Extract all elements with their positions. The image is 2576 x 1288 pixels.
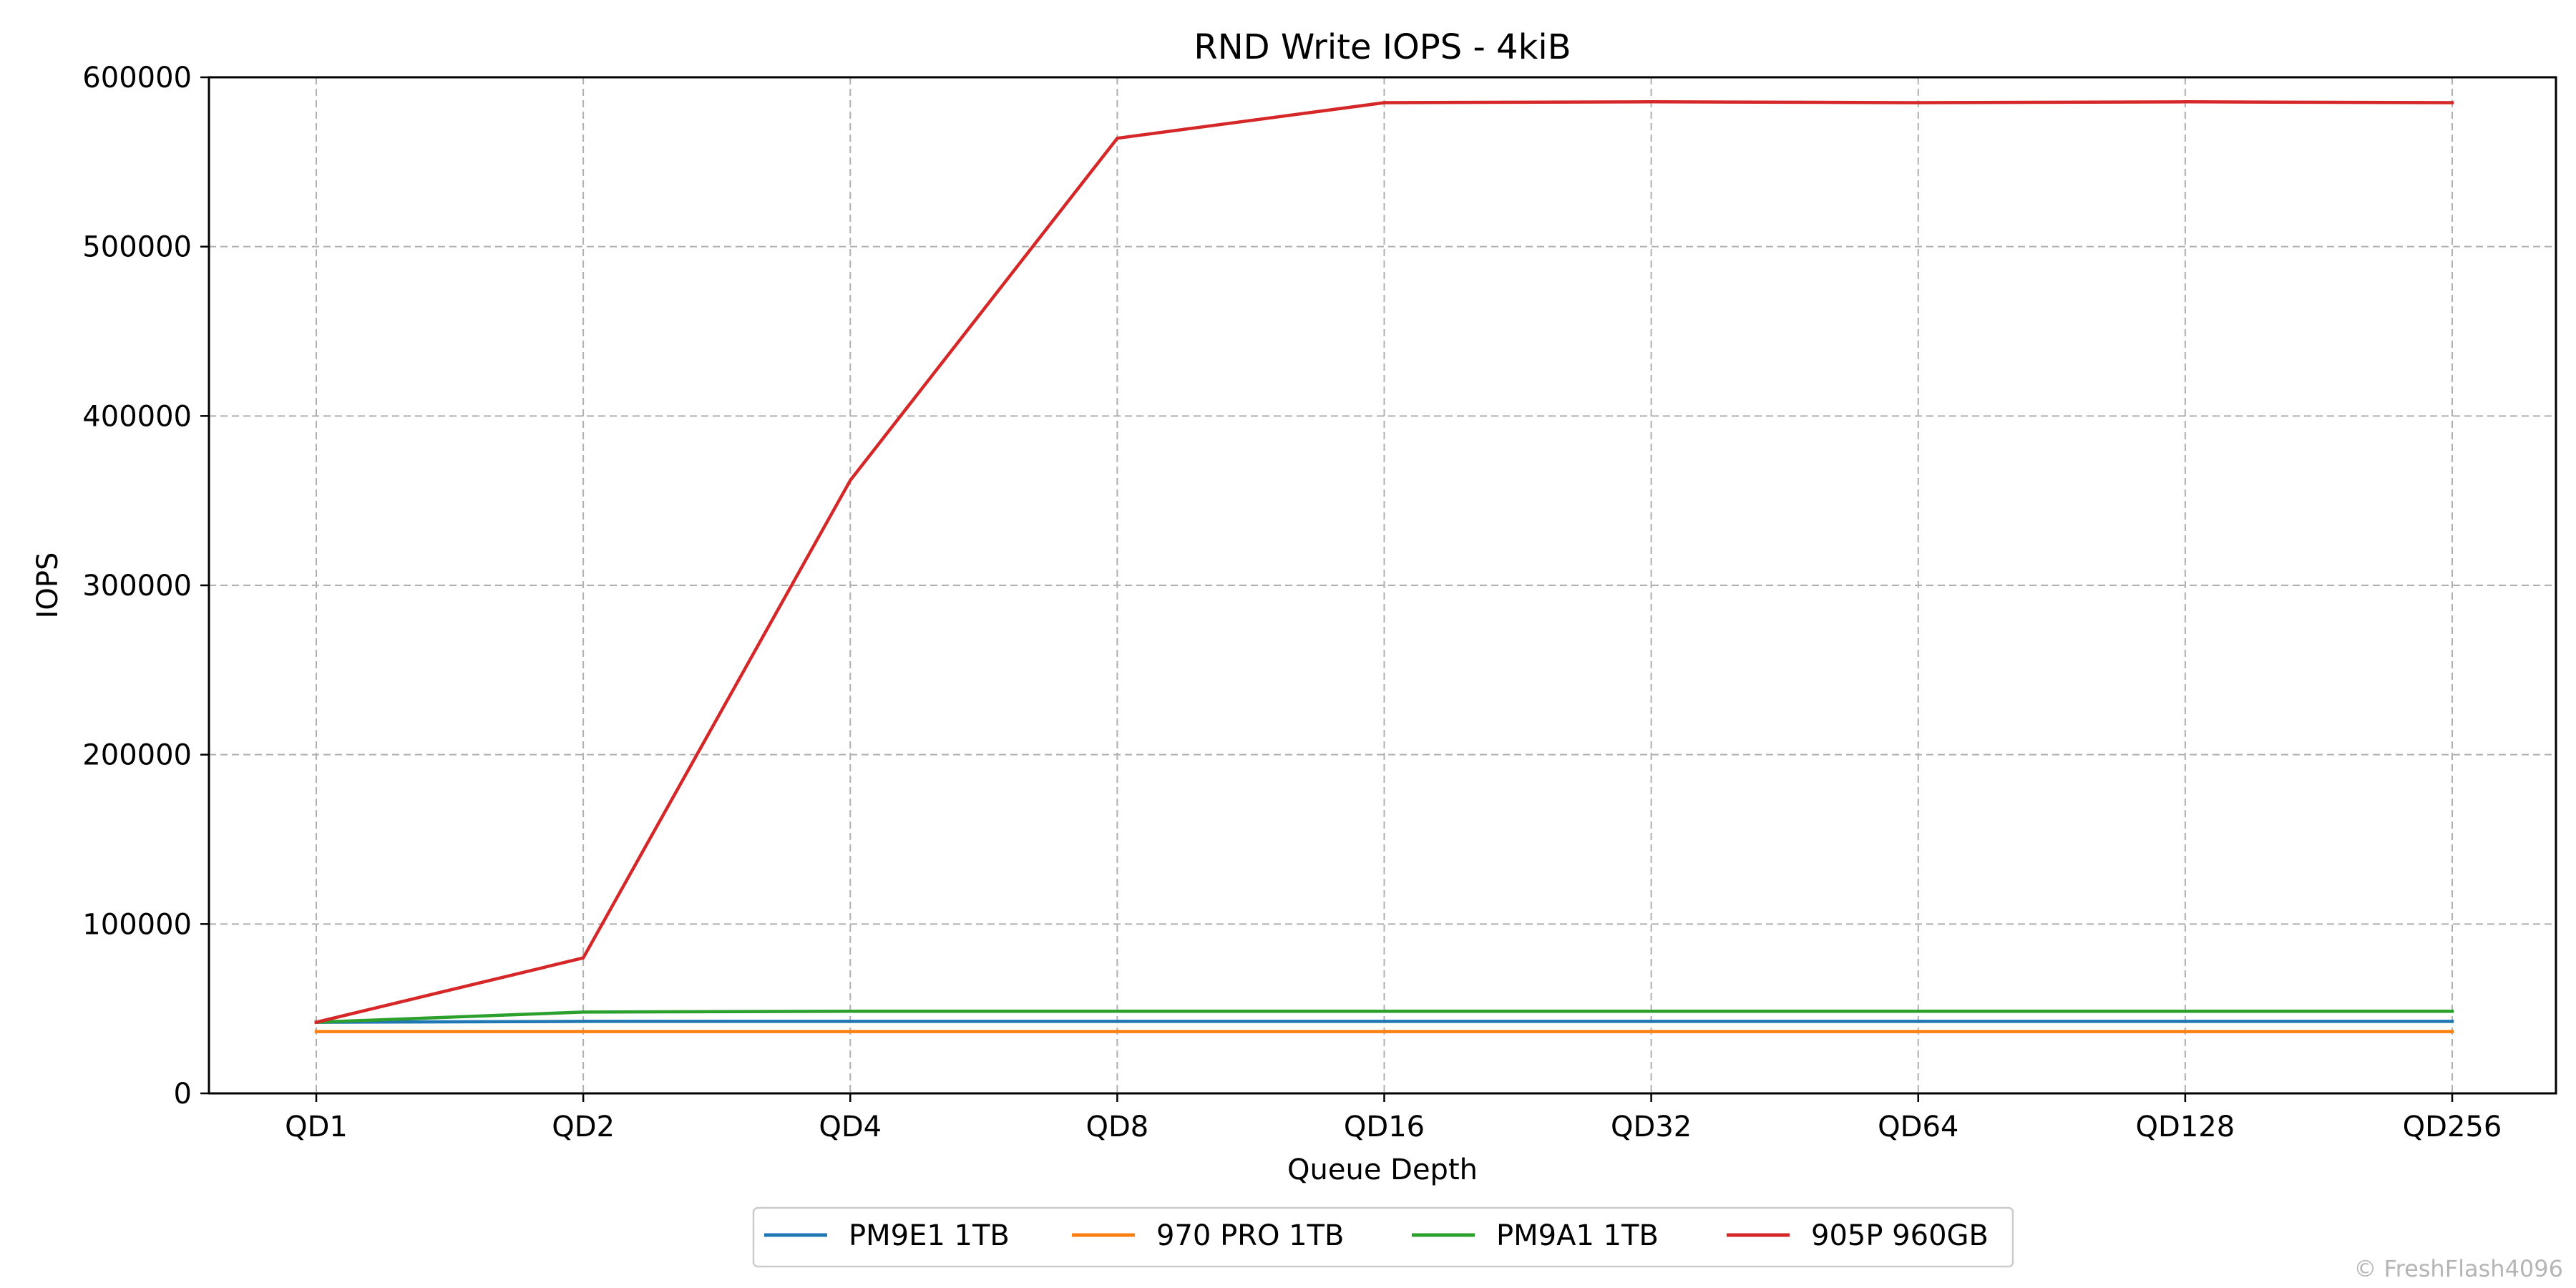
- x-tick-label: QD4: [819, 1111, 882, 1143]
- y-tick-label: 100000: [82, 908, 192, 941]
- legend-label-2: PM9A1 1TB: [1496, 1219, 1659, 1252]
- legend-label-3: 905P 960GB: [1811, 1219, 1989, 1252]
- legend-box: [752, 1206, 2014, 1268]
- y-tick-label: 300000: [82, 570, 192, 602]
- x-axis-label: Queue Depth: [1287, 1153, 1478, 1186]
- series-lines: [314, 100, 2454, 1033]
- y-tick-label: 600000: [82, 62, 192, 94]
- x-tick-label: QD32: [1611, 1111, 1692, 1143]
- x-tick-label: QD256: [2403, 1111, 2502, 1143]
- y-tick-label: 500000: [82, 231, 192, 264]
- legend-label-0: PM9E1 1TB: [849, 1219, 1010, 1252]
- y-tick-label: 200000: [82, 739, 192, 772]
- x-axis-ticks: QD1 QD2 QD4 QD8 QD16 QD32 QD64 QD128 QD256: [285, 1093, 2502, 1143]
- x-tick-label: QD1: [285, 1111, 348, 1143]
- legend-label-1: 970 PRO 1TB: [1156, 1219, 1345, 1252]
- legend: PM9E1 1TB 970 PRO 1TB PM9A1 1TB 905P 960GB: [752, 1206, 2014, 1268]
- series-line-3: [314, 100, 2454, 1025]
- y-tick-label: 0: [174, 1078, 192, 1111]
- watermark: © FreshFlash4096: [2353, 1255, 2563, 1282]
- chart-title: RND Write IOPS - 4kiB: [1194, 27, 1571, 67]
- x-tick-label: QD16: [1344, 1111, 1425, 1143]
- y-axis-ticks: 0 100000 200000 300000 400000 500000 600000: [82, 62, 209, 1111]
- y-tick-label: 400000: [82, 400, 192, 433]
- x-tick-label: QD64: [1878, 1111, 1958, 1143]
- y-axis-label: IOPS: [31, 552, 64, 619]
- series-line-0: [314, 1020, 2454, 1024]
- series-line-2: [314, 1009, 2454, 1024]
- x-tick-label: QD2: [552, 1111, 615, 1143]
- x-tick-label: QD8: [1086, 1111, 1149, 1143]
- x-tick-label: QD128: [2136, 1111, 2235, 1143]
